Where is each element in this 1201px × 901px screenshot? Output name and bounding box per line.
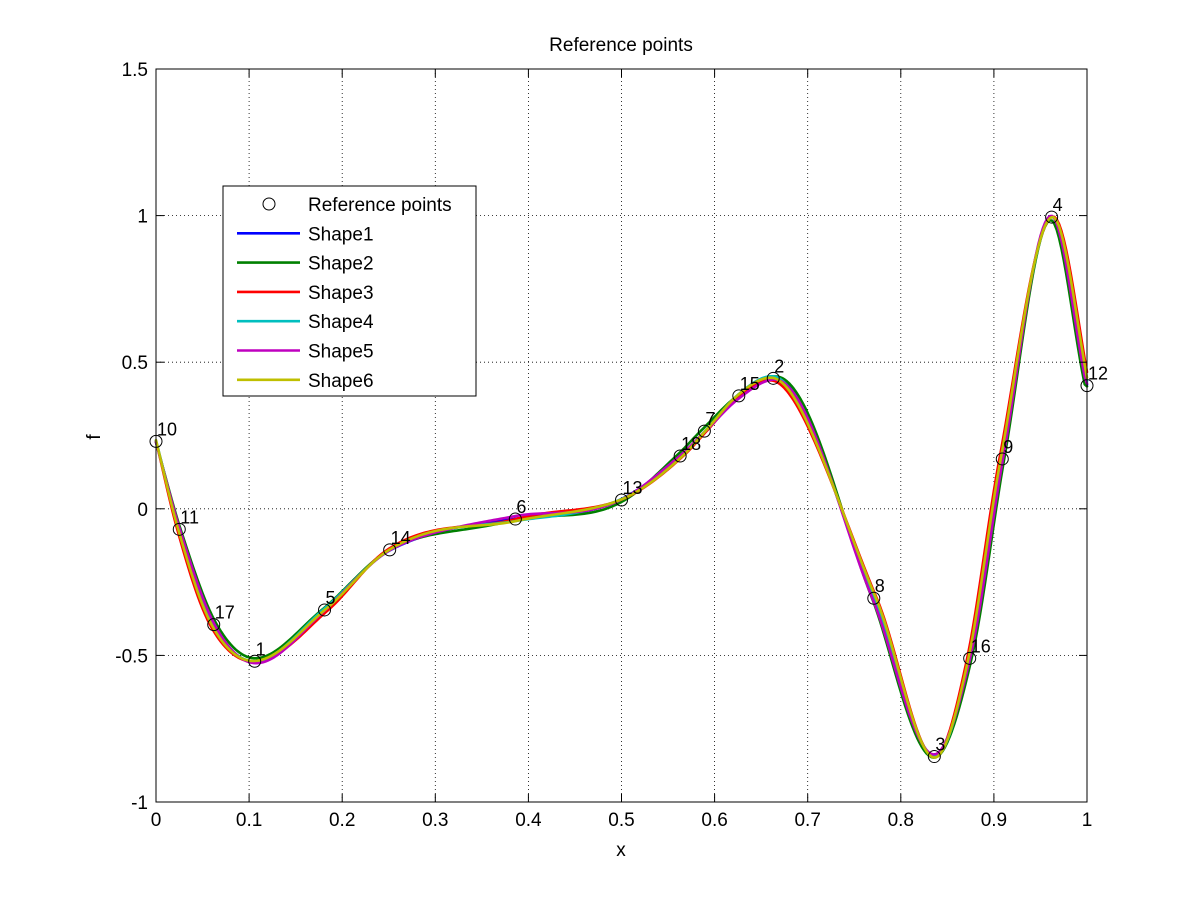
- reference-marker: [673, 449, 687, 463]
- reference-marker: [318, 603, 332, 617]
- plot-curves: [154, 214, 1089, 759]
- reference-marker: [732, 389, 746, 403]
- legend-label-shape5: Shape5: [308, 342, 374, 363]
- reference-marker: [1045, 210, 1059, 224]
- reference-point-label: 17: [215, 603, 235, 623]
- x-tick-label: 0: [151, 810, 162, 831]
- reference-point-label: 2: [774, 356, 784, 376]
- reference-point-label: 12: [1088, 364, 1108, 384]
- reference-point-label: 7: [705, 409, 715, 429]
- legend: Reference points Shape1 Shape2 Shape3 Shape4…: [222, 185, 477, 397]
- reference-point-label: 1: [256, 639, 266, 659]
- legend-label-reference: Reference points: [308, 195, 452, 216]
- reference-point-label: 10: [157, 419, 177, 439]
- y-tick-label: -1: [131, 793, 148, 814]
- reference-point-label: 4: [1053, 195, 1063, 215]
- legend-label-shape4: Shape4: [308, 312, 374, 333]
- reference-point-label: 9: [1003, 437, 1013, 457]
- reference-point-label: 11: [180, 507, 199, 527]
- legend-label-shape1: Shape1: [308, 224, 374, 245]
- legend-marker-reference: [262, 197, 276, 211]
- reference-marker: [995, 452, 1009, 466]
- reference-marker: [615, 493, 628, 507]
- curve-shape6: [154, 215, 1089, 759]
- y-tick-label: -0.5: [115, 646, 148, 667]
- reference-marker: [927, 750, 941, 764]
- x-tick-label: 0.4: [515, 810, 542, 831]
- reference-marker: [383, 543, 397, 557]
- x-axis-label: x: [616, 840, 626, 861]
- reference-marker: [766, 371, 780, 385]
- y-axis-label: f: [84, 434, 105, 440]
- reference-point-label: 14: [391, 528, 411, 548]
- x-tick-label: 0.1: [236, 810, 262, 831]
- legend-label-shape2: Shape2: [308, 254, 374, 275]
- reference-point-label: 16: [971, 636, 991, 656]
- reference-marker: [508, 512, 522, 526]
- x-tick-label: 0.2: [329, 810, 355, 831]
- legend-label-shape6: Shape6: [308, 371, 374, 392]
- y-tick-label: 1: [137, 207, 148, 228]
- reference-marker: [697, 424, 711, 438]
- y-tick-label: 0.5: [122, 353, 148, 374]
- reference-marker: [248, 654, 262, 668]
- reference-point-label: 18: [681, 434, 701, 454]
- axis-ticks: 0 0.1 0.2 0.3 0.4 0.5 0.6 0.7 0.8 0.9 1 -1 -0.5 0 0.5 1…: [115, 60, 1092, 831]
- x-tick-label: 0.7: [794, 810, 820, 831]
- x-tick-label: 0.5: [608, 810, 634, 831]
- legend-label-shape3: Shape3: [308, 283, 374, 304]
- reference-marker: [963, 651, 977, 665]
- x-tick-label: 0.9: [981, 810, 1007, 831]
- reference-point-label: 8: [875, 576, 885, 596]
- chart-title: Reference points: [549, 35, 693, 56]
- reference-marker: [172, 522, 186, 536]
- x-tick-label: 0.8: [888, 810, 914, 831]
- y-tick-label: 0: [137, 500, 148, 521]
- reference-point-label: 5: [326, 588, 336, 608]
- x-tick-label: 0.6: [701, 810, 727, 831]
- reference-marker: [207, 618, 221, 632]
- reference-point-label: 15: [740, 374, 760, 394]
- reference-point-label: 3: [935, 735, 945, 755]
- reference-point-label: 13: [623, 478, 643, 498]
- y-tick-label: 1.5: [122, 60, 148, 81]
- reference-marker: [867, 591, 881, 605]
- reference-point-label: 6: [516, 497, 526, 517]
- x-tick-label: 1: [1082, 810, 1093, 831]
- x-tick-label: 0.3: [422, 810, 448, 831]
